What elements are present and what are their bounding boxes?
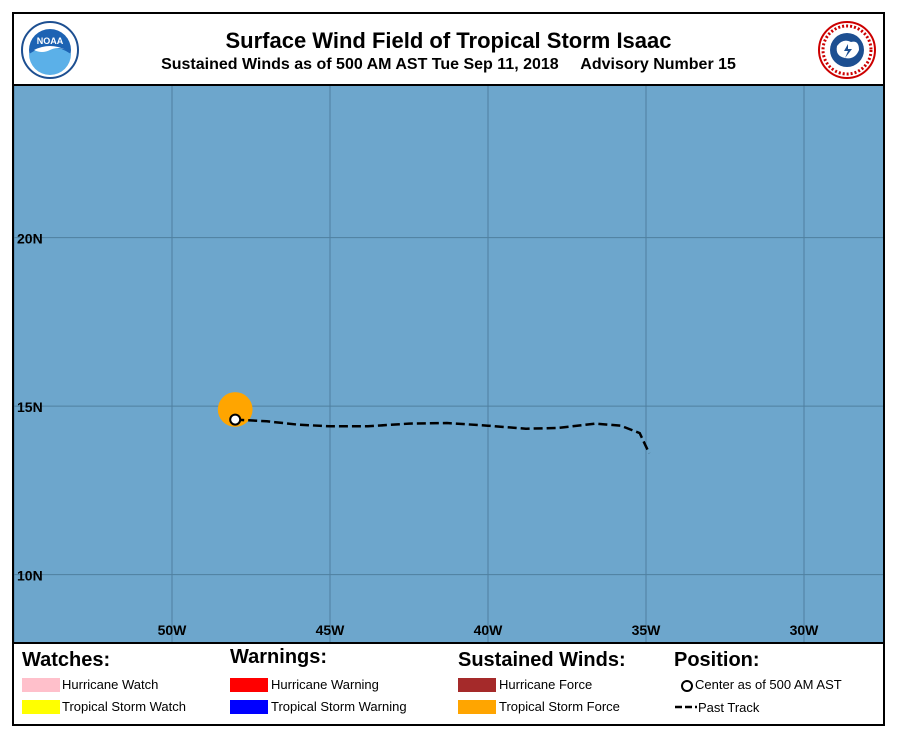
latitude-label: 20N <box>17 231 43 247</box>
center-marker-icon <box>681 680 693 692</box>
warnings-heading: Warnings: <box>230 646 328 668</box>
hurricane-watch-label: Hurricane Watch <box>62 677 159 692</box>
map-title: Surface Wind Field of Tropical Storm Isa… <box>225 28 672 53</box>
map-frame: NOAA Surface Wind Field of Tropical Stor… <box>12 12 885 726</box>
tropical-storm-watch-swatch <box>22 700 60 714</box>
past-track-label: Past Track <box>698 700 760 715</box>
past-track-line <box>235 418 651 454</box>
hurricane-watch-swatch <box>22 678 60 692</box>
longitude-label: 30W <box>790 622 820 638</box>
map-subtitle: Sustained Winds as of 500 AM AST Tue Sep… <box>161 56 736 73</box>
hurricane-warning-swatch <box>230 678 268 692</box>
latitude-label: 15N <box>17 399 43 415</box>
tropical-storm-force-wind-field <box>217 392 253 427</box>
tropical-storm-warning-label: Tropical Storm Warning <box>271 699 407 714</box>
tropical-storm-force-label: Tropical Storm Force <box>499 699 620 714</box>
noaa-logo: NOAA <box>20 20 80 80</box>
map-area: 20N 15N 10N 50W 45W 40W 35W 30W <box>14 84 883 644</box>
tropical-storm-force-swatch <box>458 700 496 714</box>
longitude-label: 40W <box>474 622 504 638</box>
svg-text:NOAA: NOAA <box>37 36 64 46</box>
hurricane-force-label: Hurricane Force <box>499 677 593 692</box>
sustained-winds-heading: Sustained Winds: <box>458 649 626 671</box>
header: NOAA Surface Wind Field of Tropical Stor… <box>14 14 883 84</box>
latitude-label: 10N <box>17 568 43 584</box>
storm-center-marker <box>229 413 242 426</box>
ocean <box>14 86 883 642</box>
tropical-storm-warning-swatch <box>230 700 268 714</box>
center-position-label: Center as of 500 AM AST <box>695 677 842 692</box>
past-track-icon <box>675 705 697 709</box>
longitude-label: 50W <box>158 622 188 638</box>
tropical-storm-watch-label: Tropical Storm Watch <box>62 699 187 714</box>
hurricane-warning-label: Hurricane Warning <box>271 677 379 692</box>
hurricane-force-swatch <box>458 678 496 692</box>
longitude-label: 45W <box>316 622 346 638</box>
nws-logo <box>817 20 877 80</box>
map-canvas: 20N 15N 10N 50W 45W 40W 35W 30W <box>14 86 883 642</box>
position-heading: Position: <box>674 649 760 671</box>
longitude-label: 35W <box>632 622 662 638</box>
watches-heading: Watches: <box>22 649 111 671</box>
legend: Watches: Hurricane Watch Tropical Storm … <box>14 644 883 724</box>
